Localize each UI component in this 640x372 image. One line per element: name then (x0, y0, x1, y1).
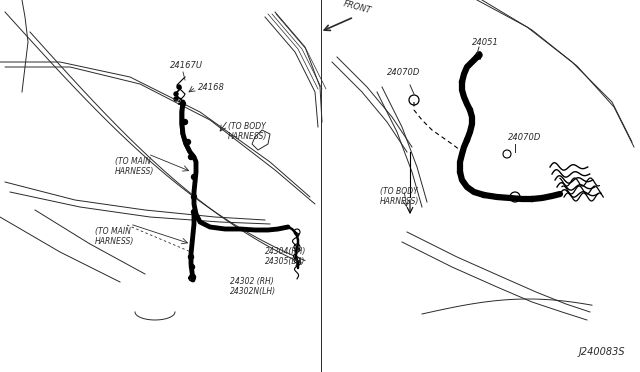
Circle shape (174, 97, 178, 101)
Circle shape (180, 102, 186, 106)
Circle shape (174, 92, 178, 96)
Text: (TO BODY
HARNESS): (TO BODY HARNESS) (380, 187, 419, 206)
Text: 24070D: 24070D (508, 133, 541, 142)
Text: 24302 (RH)
24302N(LH): 24302 (RH) 24302N(LH) (230, 277, 276, 296)
Circle shape (476, 52, 482, 58)
Circle shape (474, 55, 479, 60)
Text: 24070D: 24070D (387, 68, 420, 77)
Text: 24304(RH)
24305(LH): 24304(RH) 24305(LH) (265, 247, 307, 266)
Text: J240083S: J240083S (579, 347, 625, 357)
Text: (TO MAIN
HARNESS): (TO MAIN HARNESS) (115, 157, 154, 176)
Circle shape (189, 254, 193, 260)
Circle shape (467, 108, 472, 112)
Circle shape (460, 80, 465, 84)
Circle shape (458, 170, 463, 174)
Circle shape (191, 275, 195, 279)
Circle shape (191, 209, 196, 215)
Text: (TO MAIN
HARNESS): (TO MAIN HARNESS) (95, 227, 134, 246)
Circle shape (465, 138, 470, 142)
Text: 24167U: 24167U (170, 61, 202, 70)
Circle shape (529, 196, 534, 202)
Circle shape (481, 192, 486, 198)
Text: (TO BODY
HARNESS): (TO BODY HARNESS) (228, 122, 268, 141)
Text: 24051: 24051 (472, 38, 499, 47)
Circle shape (182, 119, 188, 125)
Circle shape (189, 264, 195, 269)
Circle shape (191, 195, 196, 199)
Circle shape (189, 154, 193, 160)
Circle shape (186, 140, 191, 144)
Text: 24168: 24168 (198, 83, 225, 92)
Circle shape (191, 174, 196, 180)
Circle shape (177, 85, 181, 89)
Text: FRONT: FRONT (342, 0, 372, 15)
